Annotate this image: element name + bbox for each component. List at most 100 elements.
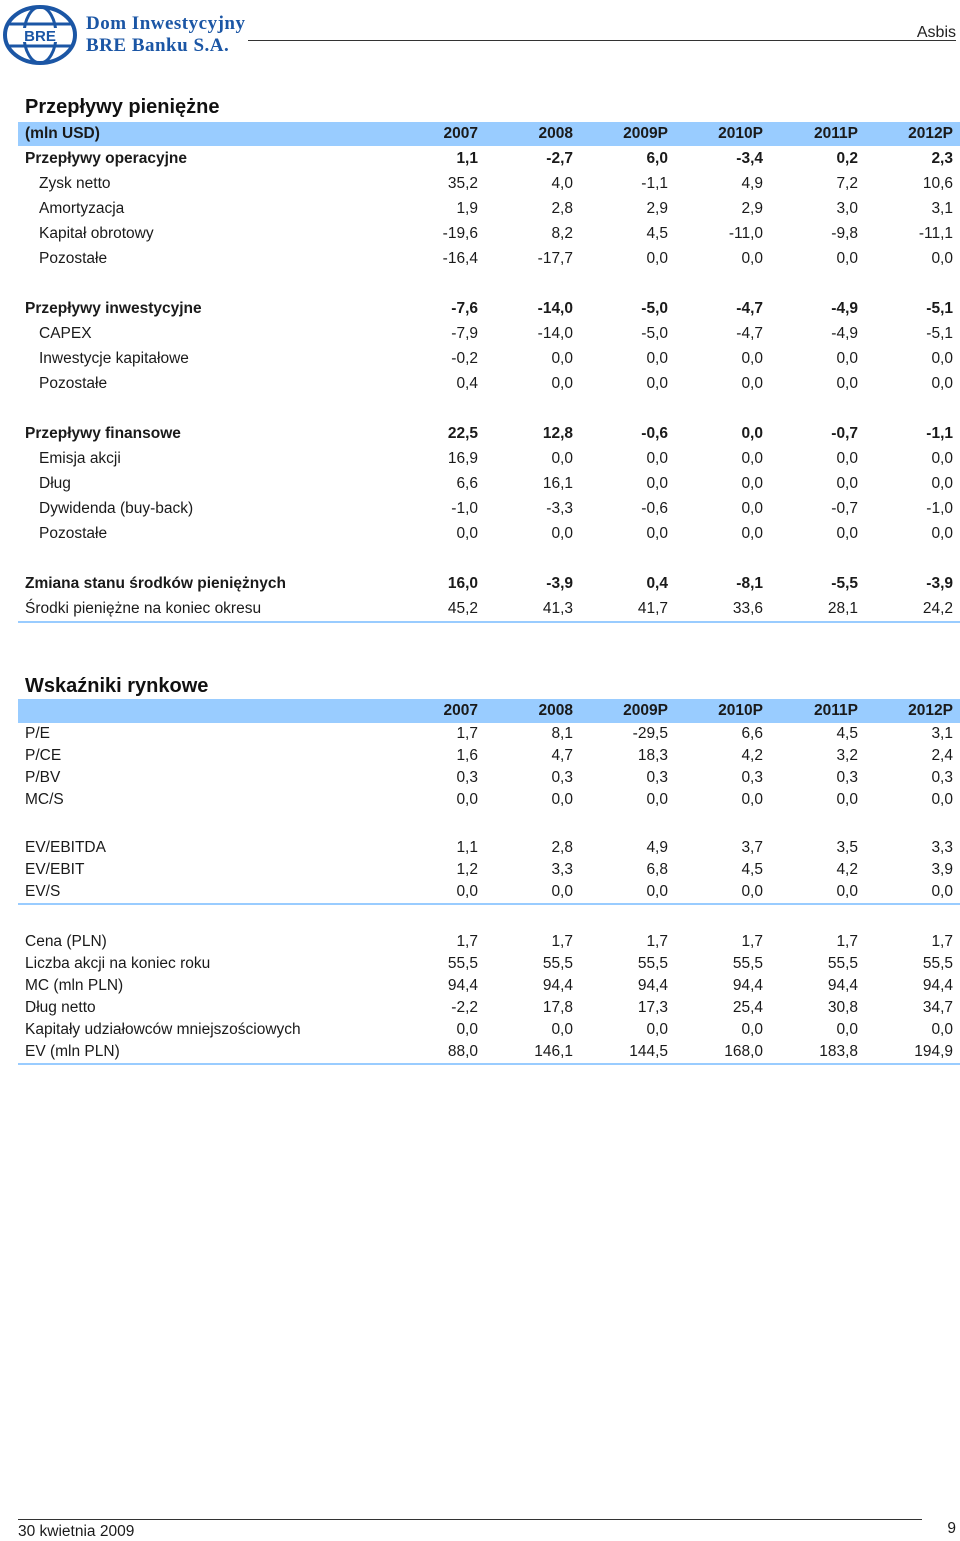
value-cell: 0,0 <box>646 449 668 467</box>
value-cell: -7,6 <box>451 299 478 317</box>
value-cell: 2,8 <box>551 199 573 217</box>
row-label: Liczba akcji na koniec roku <box>25 955 211 972</box>
value-cell: 55,5 <box>827 955 858 972</box>
value-cell: -19,6 <box>442 224 478 242</box>
row-label: Dług netto <box>25 999 96 1016</box>
value-cell: 0,0 <box>931 474 953 492</box>
value-cell: 1,6 <box>456 747 478 764</box>
table-row: EV/EBIT 1,2 3,3 6,8 4,5 4,2 3,9 <box>18 859 960 881</box>
value-cell: 0,0 <box>931 449 953 467</box>
value-cell: 3,9 <box>931 861 953 878</box>
spacer-row <box>18 904 960 931</box>
table-row: Cena (PLN) 1,7 1,7 1,7 1,7 1,7 1,7 <box>18 931 960 953</box>
value-cell: 168,0 <box>675 1041 770 1065</box>
value-cell: -3,4 <box>736 149 763 167</box>
table-row: Pozostałe 0,0 0,0 0,0 0,0 0,0 0,0 <box>18 521 960 546</box>
value-cell: 0,0 <box>836 1021 858 1038</box>
value-cell: 22,5 <box>447 424 478 442</box>
value-cell: 24,2 <box>865 596 960 623</box>
row-label: Inwestycje kapitałowe <box>39 349 189 367</box>
value-cell: -3,9 <box>926 574 953 592</box>
value-cell: 3,0 <box>836 199 858 217</box>
value-cell: 4,5 <box>836 725 858 742</box>
row-label: P/BV <box>25 769 61 786</box>
year-header: 2008 <box>485 122 580 146</box>
row-label: Pozostałe <box>39 249 108 267</box>
value-cell: 2,3 <box>931 149 953 167</box>
cashflow-title: Przepływy pieniężne <box>25 96 220 118</box>
value-cell: 88,0 <box>390 1041 485 1065</box>
value-cell: 94,4 <box>922 977 953 994</box>
value-cell: 8,2 <box>551 224 573 242</box>
row-label: EV/EBIT <box>25 861 85 878</box>
value-cell: 12,8 <box>542 424 573 442</box>
value-cell: 0,3 <box>741 769 763 786</box>
value-cell: 1,1 <box>456 149 478 167</box>
value-cell: 4,5 <box>646 224 668 242</box>
value-cell: 6,6 <box>456 474 478 492</box>
value-cell: 41,7 <box>580 596 675 623</box>
table-row: Zysk netto 35,2 4,0 -1,1 4,9 7,2 10,6 <box>18 171 960 196</box>
value-cell: 2,9 <box>741 199 763 217</box>
value-cell: 0,0 <box>741 424 763 442</box>
value-cell: 0,4 <box>646 574 668 592</box>
value-cell: -14,0 <box>537 324 573 342</box>
value-cell: 0,0 <box>456 1021 478 1038</box>
company-name: Asbis <box>916 24 956 41</box>
table-row: Przepływy finansowe 22,5 12,8 -0,6 0,0 -0,7 -1… <box>18 421 960 446</box>
spacer-row <box>18 271 960 296</box>
value-cell: 3,5 <box>836 839 858 856</box>
table-row: Zmiana stanu środków pieniężnych 16,0 -3,9… <box>18 571 960 596</box>
value-cell: 0,3 <box>836 769 858 786</box>
table-row: Przepływy operacyjne 1,1 -2,7 6,0 -3,4 0,2 2,3 <box>18 146 960 171</box>
value-cell: 3,3 <box>931 839 953 856</box>
value-cell: 4,9 <box>646 839 668 856</box>
value-cell: -1,0 <box>926 499 953 517</box>
value-cell: 55,5 <box>447 955 478 972</box>
value-cell: 1,7 <box>741 933 763 950</box>
value-cell: 16,9 <box>447 449 478 467</box>
page-number: 9 <box>947 1520 956 1537</box>
value-cell: 2,8 <box>551 839 573 856</box>
value-cell: 194,9 <box>865 1041 960 1065</box>
row-label: CAPEX <box>39 324 92 342</box>
value-cell: -17,7 <box>537 249 573 267</box>
spacer-cell <box>18 546 960 571</box>
table-row: EV/EBITDA 1,1 2,8 4,9 3,7 3,5 3,3 <box>18 837 960 859</box>
value-cell: 0,0 <box>551 449 573 467</box>
value-cell: 94,4 <box>732 977 763 994</box>
value-cell: -9,8 <box>831 224 858 242</box>
year-header: 2009P <box>580 699 675 723</box>
year-header: 2008 <box>485 699 580 723</box>
row-label: Kapitały udziałowców mniejszościowych <box>25 1021 301 1038</box>
row-label: EV/EBITDA <box>25 839 106 856</box>
value-cell: 0,3 <box>456 769 478 786</box>
year-header: 2012P <box>865 122 960 146</box>
table-row: CAPEX -7,9 -14,0 -5,0 -4,7 -4,9 -5,1 <box>18 321 960 346</box>
value-cell: -0,7 <box>831 499 858 517</box>
header-unit-label <box>18 699 390 723</box>
table-row: Amortyzacja 1,9 2,8 2,9 2,9 3,0 3,1 <box>18 196 960 221</box>
value-cell: -2,2 <box>451 999 478 1016</box>
value-cell: 3,2 <box>836 747 858 764</box>
value-cell: 146,1 <box>485 1041 580 1065</box>
value-cell: 8,1 <box>551 725 573 742</box>
value-cell: -5,0 <box>641 324 668 342</box>
value-cell: 1,7 <box>931 933 953 950</box>
value-cell: -11,0 <box>728 224 763 242</box>
row-label: Zysk netto <box>39 174 111 192</box>
value-cell: 0,0 <box>741 524 763 542</box>
value-cell: -3,3 <box>546 499 573 517</box>
table-row: MC/S 0,0 0,0 0,0 0,0 0,0 0,0 <box>18 789 960 811</box>
spacer-row <box>18 811 960 837</box>
value-cell: 0,0 <box>646 791 668 808</box>
value-cell: 55,5 <box>732 955 763 972</box>
value-cell: -14,0 <box>537 299 573 317</box>
year-header: 2010P <box>675 122 770 146</box>
year-header: 2011P <box>770 122 865 146</box>
value-cell: -0,6 <box>641 499 668 517</box>
value-cell: 0,0 <box>931 249 953 267</box>
value-cell: 0,0 <box>456 791 478 808</box>
year-header: 2010P <box>675 699 770 723</box>
value-cell: -7,9 <box>451 324 478 342</box>
